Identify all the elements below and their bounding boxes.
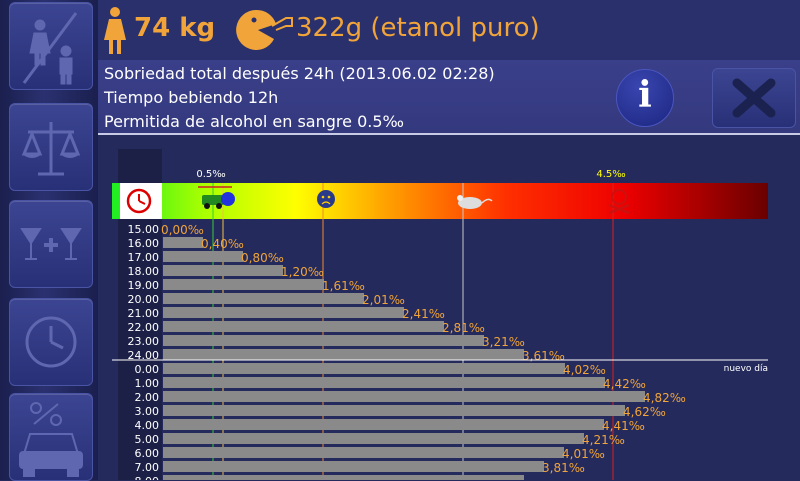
time-label: 18.00 xyxy=(128,265,160,278)
skull-icon xyxy=(608,189,630,215)
time-label: 15.00 xyxy=(128,223,160,236)
weight-value[interactable]: 74 kg xyxy=(134,13,216,43)
bac-bar xyxy=(163,447,564,458)
bac-value-label: 4,82‰ xyxy=(643,391,686,405)
allowed-bac-text: Permitida de alcohol en sangre 0.5‰ xyxy=(104,112,404,131)
bac-bar xyxy=(163,377,605,388)
gender-button[interactable] xyxy=(9,2,93,90)
bac-value-label: 3,21‰ xyxy=(482,335,525,349)
bac-bar xyxy=(163,405,625,416)
time-label: 7.00 xyxy=(135,461,160,474)
bac-value-label: 4,41‰ xyxy=(602,419,645,433)
new-day-label: nuevo día xyxy=(724,364,768,374)
bac-bar xyxy=(163,363,565,374)
time-label: 0.00 xyxy=(135,363,160,376)
driving-button[interactable] xyxy=(9,393,93,481)
info-button[interactable]: i xyxy=(616,69,674,127)
sidebar xyxy=(0,0,98,481)
clock-icon xyxy=(25,316,77,368)
bac-bar xyxy=(163,335,484,346)
time-label: 22.00 xyxy=(128,321,160,334)
time-label: 17.00 xyxy=(128,251,160,264)
close-button[interactable] xyxy=(712,68,796,128)
scale-start-segment xyxy=(112,183,120,219)
time-label: 23.00 xyxy=(128,335,160,348)
time-label: 20.00 xyxy=(128,293,160,306)
bac-value-label: 3,61‰ xyxy=(522,349,565,363)
time-label: 6.00 xyxy=(135,447,160,460)
bac-value-label: 0,40‰ xyxy=(201,237,244,251)
time-label: 21.00 xyxy=(128,307,160,320)
time-label: 1.00 xyxy=(135,377,160,390)
bac-value-label: 4,01‰ xyxy=(562,447,605,461)
close-icon xyxy=(732,78,776,118)
time-label: 24.00 xyxy=(128,349,160,362)
limit-marker-label: 0.5‰ xyxy=(196,169,225,180)
drinker-face-icon xyxy=(236,9,293,50)
drinks-button[interactable] xyxy=(9,200,93,288)
drinks-add-icon xyxy=(20,228,82,260)
bac-value-label: 4,62‰ xyxy=(623,405,666,419)
bac-value-label: 2,01‰ xyxy=(362,293,405,307)
bac-bar xyxy=(163,237,203,248)
alcohol-total[interactable]: 322g (etanol puro) xyxy=(296,13,540,43)
bac-bar xyxy=(163,307,404,318)
bac-value-label: 3,81‰ xyxy=(542,461,585,475)
divider xyxy=(98,133,800,135)
time-label: 8.00 xyxy=(135,475,160,480)
bac-value-label: 2,41‰ xyxy=(402,307,445,321)
bac-bar xyxy=(163,433,584,444)
time-label: 16.00 xyxy=(128,237,160,250)
sober-time-text: Sobriedad total después 24h (2013.06.02 … xyxy=(104,64,495,83)
bac-bar xyxy=(163,265,283,276)
time-label: 5.00 xyxy=(135,433,160,446)
bac-bar xyxy=(163,293,364,304)
time-label: 4.00 xyxy=(135,419,160,432)
time-label: 3.00 xyxy=(135,405,160,418)
bac-bar xyxy=(163,279,324,290)
timer-icon xyxy=(126,188,152,214)
bac-value-label: 4,42‰ xyxy=(603,377,646,391)
bac-bar xyxy=(163,349,524,360)
bac-value-label: 0,00‰ xyxy=(161,223,204,237)
bac-value-label: 4,21‰ xyxy=(582,433,625,447)
scale-icon xyxy=(21,122,81,176)
bac-bar xyxy=(163,475,524,480)
scale-button[interactable] xyxy=(9,103,93,191)
info-icon: i xyxy=(638,74,652,116)
time-button[interactable] xyxy=(9,298,93,386)
sad-face-icon xyxy=(317,190,335,208)
bac-bar xyxy=(163,461,544,472)
limit-marker-label: 4.5‰ xyxy=(596,169,625,180)
time-label: 19.00 xyxy=(128,279,160,292)
bac-bar xyxy=(163,419,604,430)
bac-timeline-chart: 15.00 0,00‰16.00 0,40‰ 17.00 0,80‰ 18.00 1,20‰… xyxy=(112,149,768,480)
bac-value-label: 1,20‰ xyxy=(281,265,324,279)
bac-value-label: 1,61‰ xyxy=(322,279,365,293)
gender-person-icon xyxy=(22,12,78,85)
car-icon xyxy=(198,186,235,209)
time-label: 2.00 xyxy=(135,391,160,404)
mouse-icon xyxy=(457,195,493,209)
bac-bar xyxy=(163,251,243,262)
bac-value-label: 0,80‰ xyxy=(241,251,284,265)
bac-bar xyxy=(163,321,444,332)
summary-panel: Sobriedad total después 24h (2013.06.02 … xyxy=(98,60,800,134)
drinking-time-text: Tiempo bebiendo 12h xyxy=(104,88,279,107)
bac-value-label: 2,81‰ xyxy=(442,321,485,335)
bac-bar xyxy=(163,391,645,402)
top-bar: 74 kg 322g (etanol puro) xyxy=(98,0,800,62)
person-female-icon xyxy=(104,7,126,54)
car-percent-icon xyxy=(19,402,83,477)
bac-value-label: 4,02‰ xyxy=(563,363,606,377)
